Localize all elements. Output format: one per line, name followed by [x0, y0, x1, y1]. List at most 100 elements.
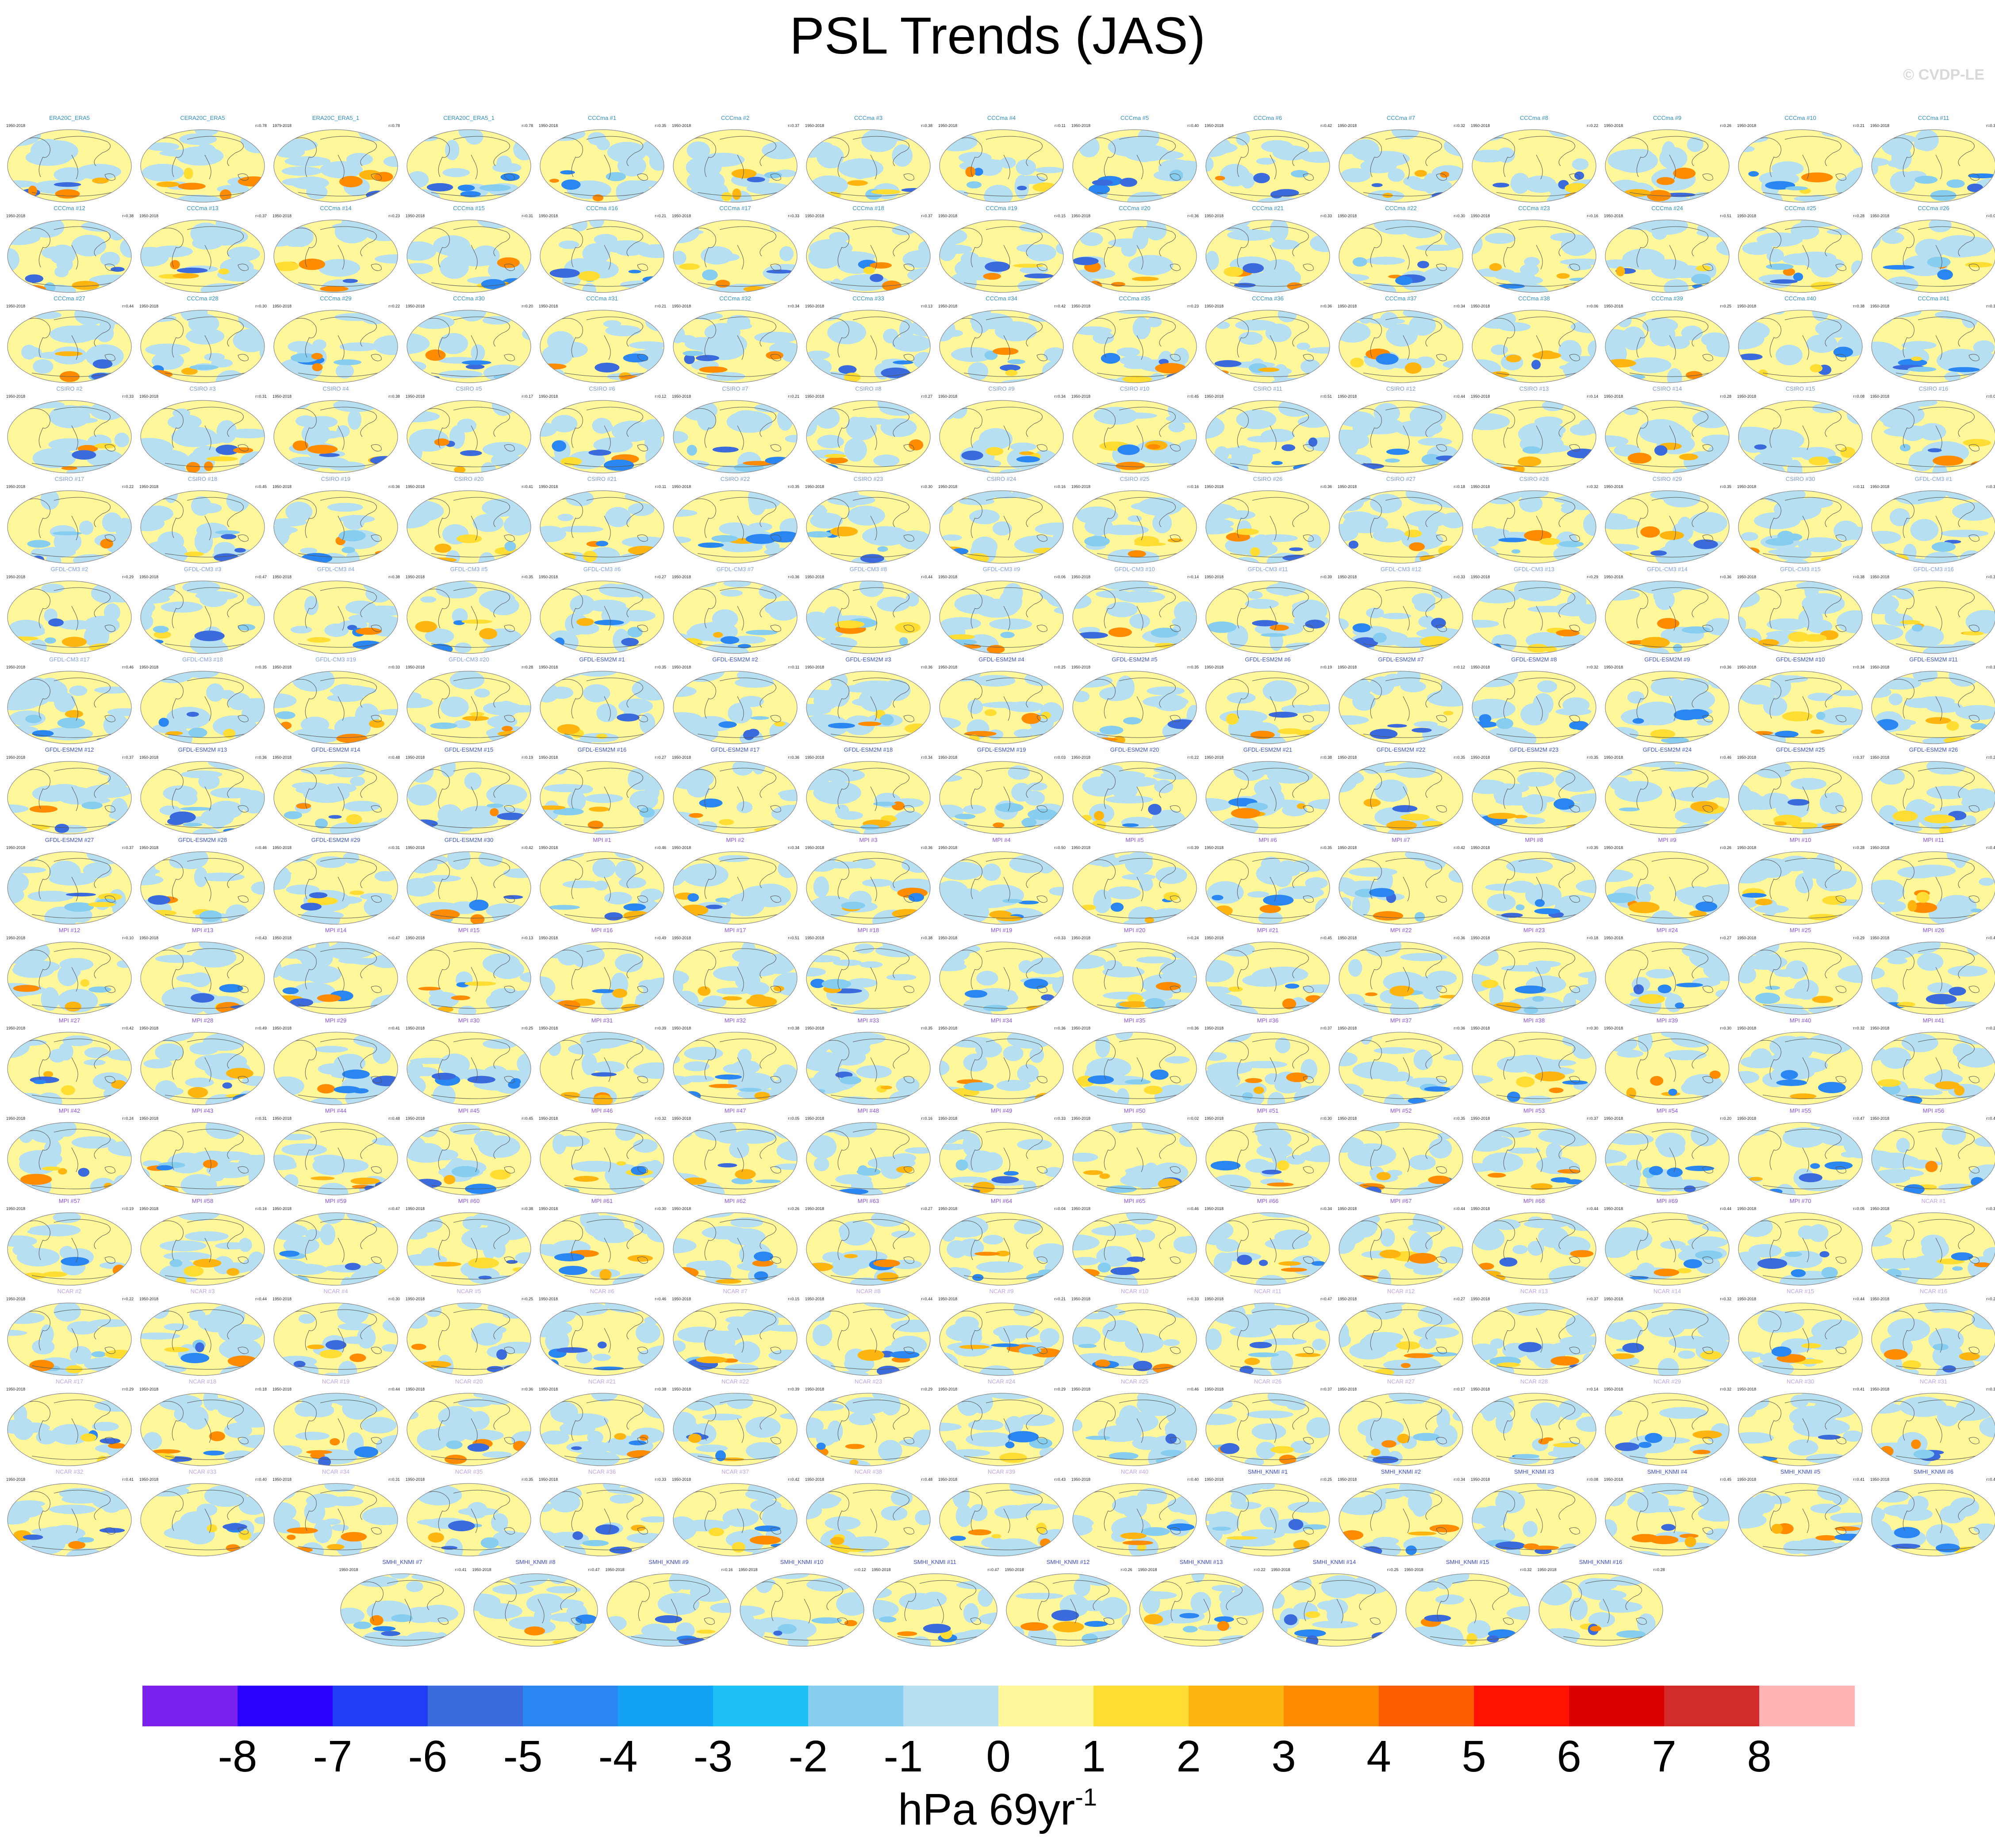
map-anomaly-blob	[1980, 913, 1995, 921]
panel-title: MPI #60	[458, 1198, 480, 1204]
map-anomaly-blob	[1910, 1089, 1943, 1096]
map-anomaly-blob	[1102, 966, 1145, 978]
map-anomaly-blob	[1292, 599, 1327, 622]
map-anomaly-blob	[810, 581, 844, 591]
map-anomaly-blob	[1640, 637, 1670, 648]
panel-years: 1950-2018	[539, 755, 558, 760]
map-panel: CCCma #40 1950-2018 r=0.38	[1736, 295, 1865, 386]
map-anomaly-blob	[1885, 276, 1918, 292]
globe-outline	[1205, 761, 1330, 834]
map-anomaly-blob	[1534, 416, 1563, 427]
map-panel: GFDL-ESM2M #2 1950-2018 r=0.11	[671, 656, 799, 747]
panel-years: 1950-2018	[1471, 845, 1490, 850]
panel-correlation: r=0.35	[1720, 484, 1731, 489]
map-anomaly-blob	[430, 722, 457, 729]
map-anomaly-blob	[74, 310, 106, 326]
globe-outline	[939, 580, 1064, 654]
coastline	[1088, 677, 1181, 738]
panel-years: 1950-2018	[1471, 665, 1490, 669]
map-anomaly-blob	[1340, 168, 1371, 183]
map-panel: MPI #40 1950-2018 r=0.32	[1736, 1017, 1865, 1108]
map-anomaly-blob	[718, 855, 750, 862]
panel-title: MPI #12	[58, 927, 81, 934]
map-anomaly-blob	[176, 146, 224, 166]
map-anomaly-blob	[274, 130, 288, 145]
map-panel: CSIRO #23 1950-2018 r=0.30	[804, 476, 932, 567]
map-anomaly-blob	[28, 185, 37, 196]
map-anomaly-blob	[300, 547, 318, 554]
panel-years: 1950-2018	[1604, 394, 1623, 399]
map-anomaly-blob	[1739, 684, 1775, 705]
map-anomaly-blob	[181, 368, 198, 375]
coastline	[1088, 226, 1181, 287]
coastline	[1753, 407, 1846, 467]
map-anomaly-blob	[328, 815, 342, 819]
map-anomaly-blob	[1231, 808, 1261, 819]
map-anomaly-blob	[1211, 370, 1229, 375]
globe-outline	[939, 761, 1064, 834]
map-anomaly-blob	[1696, 228, 1729, 238]
map-anomaly-blob	[474, 1130, 496, 1149]
map-panel: CCCma #17 1950-2018 r=0.33	[671, 205, 799, 296]
map-background	[673, 400, 797, 473]
map-anomaly-blob	[1150, 1069, 1169, 1080]
globe-map	[1871, 490, 1995, 564]
panel-correlation: r=0.11	[1054, 123, 1066, 128]
coastline	[1487, 587, 1580, 648]
map-anomaly-blob	[645, 783, 660, 801]
map-anomaly-blob	[41, 584, 65, 593]
panel-title: GFDL-CM3 #15	[1780, 566, 1821, 572]
coastline	[23, 136, 115, 196]
map-anomaly-blob	[1078, 639, 1089, 645]
map-anomaly-blob	[1285, 984, 1300, 989]
panel-correlation: r=0.35	[1454, 755, 1465, 760]
map-anomaly-blob	[194, 867, 208, 888]
map-anomaly-blob	[1765, 986, 1780, 990]
map-anomaly-blob	[774, 1163, 797, 1170]
panel-correlation: r=0.34	[1454, 304, 1465, 308]
panel-years: 1950-2018	[1071, 755, 1091, 760]
panel-years: 1950-2018	[805, 845, 825, 850]
panel-title: GFDL-ESM2M #18	[844, 746, 893, 753]
map-anomaly-blob	[1565, 242, 1596, 249]
panel-correlation: r=0.44	[122, 304, 134, 308]
map-anomaly-blob	[349, 776, 365, 786]
map-anomaly-blob	[1114, 1032, 1134, 1041]
map-anomaly-blob	[1418, 438, 1452, 446]
panel-title: CCCma #12	[54, 205, 85, 211]
panel-years: 1950-2018	[1205, 845, 1224, 850]
globe-outline	[1871, 400, 1995, 473]
map-anomaly-blob	[91, 583, 122, 603]
map-anomaly-blob	[1629, 357, 1672, 373]
panel-title: CERA20C_ERA5	[180, 115, 225, 121]
map-anomaly-blob	[1308, 534, 1322, 549]
map-anomaly-blob	[431, 1072, 456, 1080]
panel-years: 1950-2018	[805, 575, 825, 579]
panel-title: CCCma #27	[54, 295, 85, 302]
map-anomaly-blob	[1105, 1185, 1137, 1193]
map-anomaly-blob	[1549, 1087, 1564, 1093]
map-anomaly-blob	[1211, 1174, 1251, 1193]
map-anomaly-blob	[1304, 374, 1322, 381]
map-anomaly-blob	[1514, 581, 1561, 602]
map-anomaly-blob	[905, 723, 930, 734]
globe-map	[673, 129, 798, 203]
map-anomaly-blob	[330, 686, 376, 695]
map-anomaly-blob	[1531, 360, 1541, 369]
map-panel: GFDL-CM3 #3 1950-2018 r=0.47	[138, 566, 267, 657]
map-anomaly-blob	[166, 731, 183, 735]
map-anomaly-blob	[1277, 728, 1303, 734]
map-anomaly-blob	[291, 176, 329, 190]
globe-map	[673, 1122, 798, 1195]
map-panel: MPI #46 1950-2018 r=0.32	[538, 1107, 666, 1199]
map-panel: CCCma #36 1950-2018 r=0.36	[1204, 295, 1332, 386]
map-anomaly-blob	[859, 581, 884, 597]
panel-correlation: r=0.12	[1454, 665, 1465, 669]
map-anomaly-blob	[149, 639, 164, 644]
panel-years: 1950-2018	[1071, 214, 1091, 218]
map-anomaly-blob	[1089, 828, 1104, 834]
map-anomaly-blob	[723, 581, 751, 588]
map-panel: MPI #25 1950-2018 r=0.29	[1736, 927, 1865, 1018]
map-panel: MPI #32 1950-2018 r=0.38	[671, 1017, 799, 1108]
map-anomaly-blob	[983, 273, 1001, 280]
